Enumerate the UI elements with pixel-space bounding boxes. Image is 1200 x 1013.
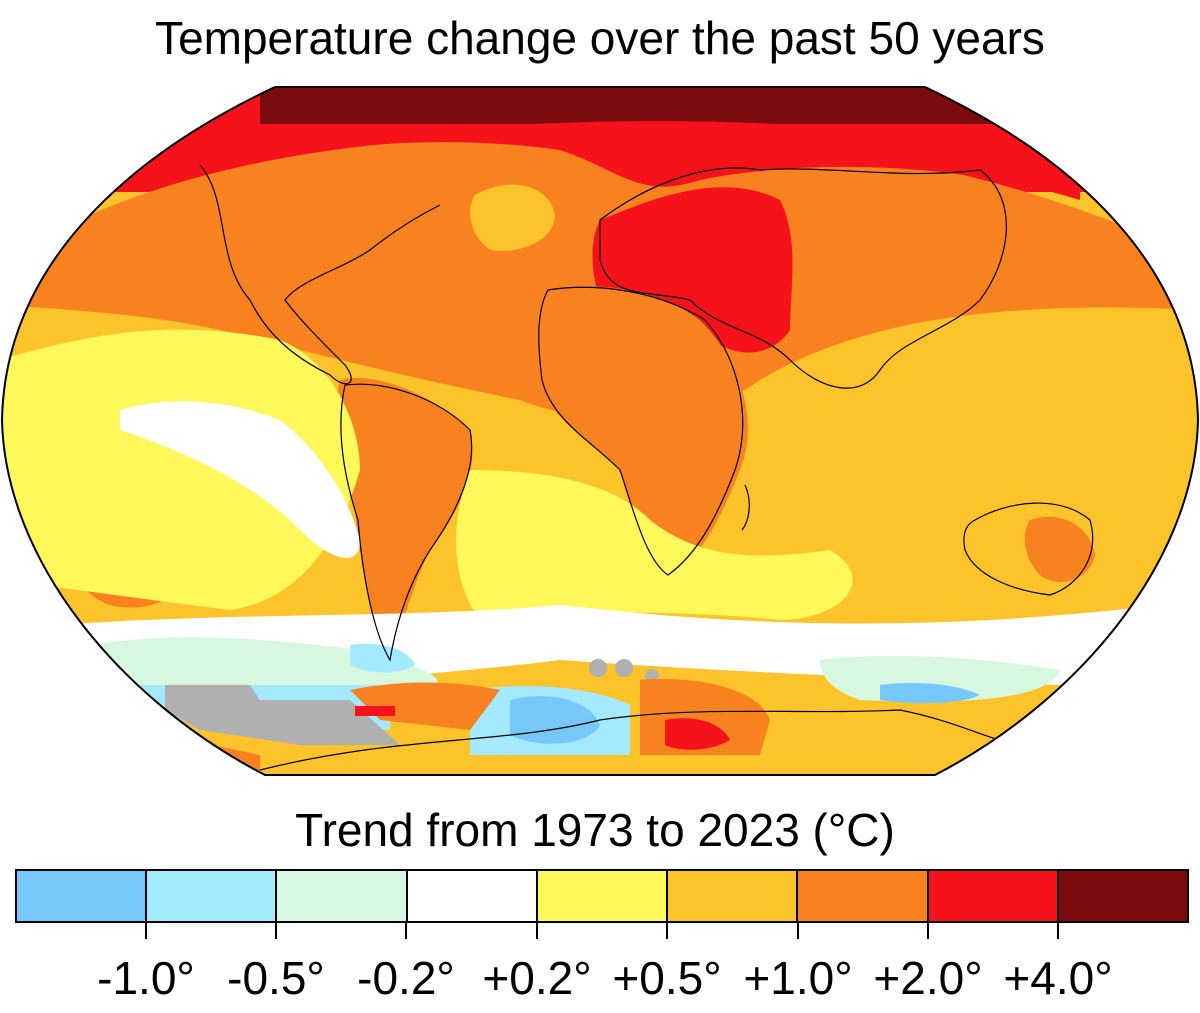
page-title: Temperature change over the past 50 year… <box>0 8 1200 68</box>
colorbar-tick <box>145 921 147 939</box>
colorbar-bin <box>277 871 407 921</box>
colorbar <box>15 869 1189 923</box>
colorbar-tick <box>275 921 277 939</box>
colorbar-tick-labels: -1.0° -0.5° -0.2° +0.2° +0.5° +1.0° +2.0… <box>0 948 1200 1008</box>
colorbar-bin <box>147 871 277 921</box>
colorbar-tick <box>1057 921 1059 939</box>
colorbar-tick-label: -0.5° <box>211 948 341 1008</box>
colorbar-tick-label: -0.2° <box>341 948 471 1008</box>
colorbar-tick-label: +0.5° <box>602 948 732 1008</box>
colorbar-tick <box>927 921 929 939</box>
colorbar-tick-label: +1.0° <box>733 948 863 1008</box>
legend-title: Trend from 1973 to 2023 (°C) <box>0 800 1190 860</box>
world-map <box>0 82 1200 782</box>
map-region-no-data-2 <box>589 659 607 677</box>
colorbar-bin <box>17 871 147 921</box>
map-region-antarctic-red-2 <box>355 706 395 716</box>
map-region-antarctic-base <box>260 755 1000 782</box>
colorbar-ticks <box>0 921 1200 941</box>
colorbar-bin <box>929 871 1059 921</box>
colorbar-tick-label: -1.0° <box>81 948 211 1008</box>
colorbar-tick <box>536 921 538 939</box>
colorbar-bin <box>798 871 928 921</box>
colorbar-tick <box>405 921 407 939</box>
colorbar-tick <box>797 921 799 939</box>
colorbar-bin <box>668 871 798 921</box>
map-region-no-data-3 <box>615 659 633 677</box>
colorbar-bin <box>408 871 538 921</box>
colorbar-bin <box>538 871 668 921</box>
colorbar-tick <box>666 921 668 939</box>
colorbar-tick-label: +4.0° <box>993 948 1123 1008</box>
colorbar-tick-label: +2.0° <box>863 948 993 1008</box>
colorbar-bin <box>1059 871 1187 921</box>
colorbar-tick-label: +0.2° <box>472 948 602 1008</box>
